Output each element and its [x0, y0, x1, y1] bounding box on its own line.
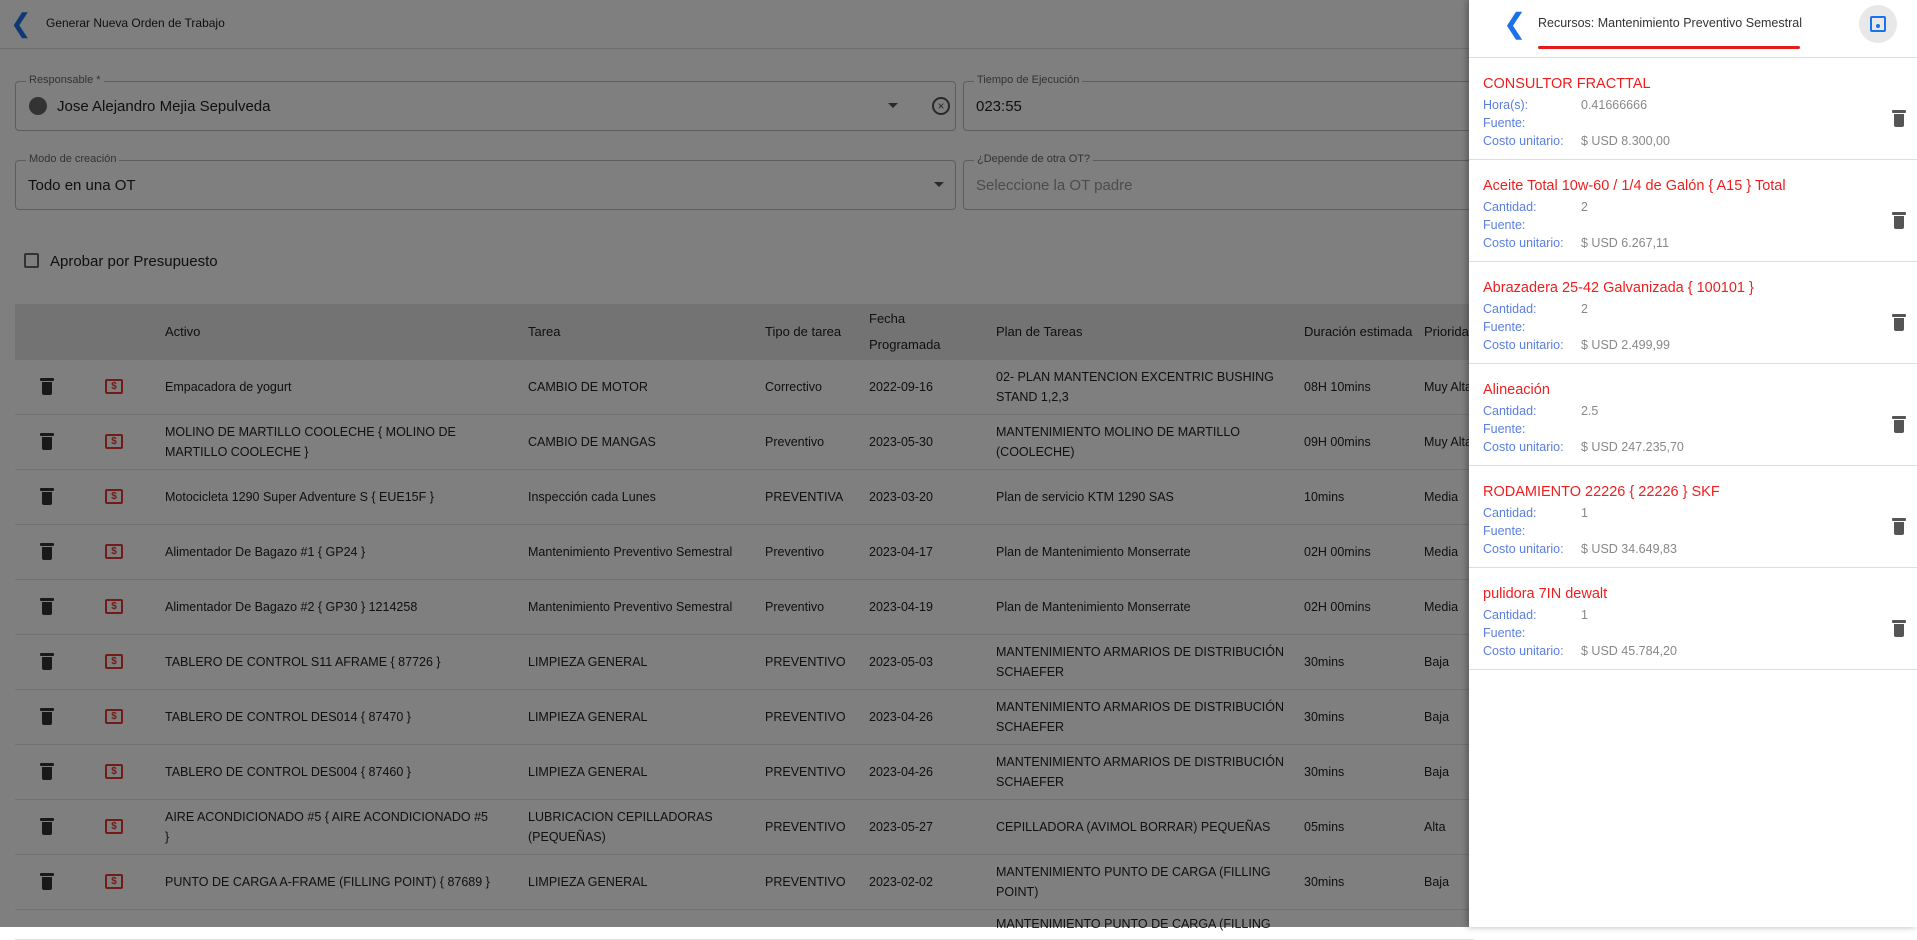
save-icon [1870, 16, 1886, 32]
qty-label: Cantidad: [1483, 506, 1537, 520]
panel-title: Recursos: Mantenimiento Preventivo Semes… [1538, 16, 1803, 30]
delete-resource-icon[interactable] [1892, 110, 1906, 128]
resource-item: RODAMIENTO 22226 { 22226 } SKF Cantidad:… [1469, 466, 1917, 568]
resources-panel: ❮ Recursos: Mantenimiento Preventivo Sem… [1469, 0, 1917, 927]
resource-item: pulidora 7IN dewalt Cantidad: 1 Fuente: … [1469, 568, 1917, 670]
cost-value: $ USD 247.235,70 [1581, 440, 1684, 454]
delete-resource-icon[interactable] [1892, 416, 1906, 434]
resource-name: CONSULTOR FRACTTAL [1483, 76, 1651, 92]
back-arrow-icon[interactable]: ❮ [1503, 8, 1527, 39]
source-label: Fuente: [1483, 218, 1526, 232]
cost-label: Costo unitario: [1483, 338, 1564, 352]
delete-resource-icon[interactable] [1892, 518, 1906, 536]
resource-name: RODAMIENTO 22226 { 22226 } SKF [1483, 484, 1720, 500]
cost-label: Costo unitario: [1483, 440, 1564, 454]
delete-resource-icon[interactable] [1892, 212, 1906, 230]
resource-item: CONSULTOR FRACTTAL Hora(s): 0.41666666 F… [1469, 58, 1917, 160]
qty-label: Cantidad: [1483, 200, 1537, 214]
delete-resource-icon[interactable] [1892, 620, 1906, 638]
source-label: Fuente: [1483, 116, 1526, 130]
resource-item: Abrazadera 25-42 Galvanizada { 100101 } … [1469, 262, 1917, 364]
source-label: Fuente: [1483, 422, 1526, 436]
save-button[interactable] [1859, 5, 1897, 43]
qty-value: 2 [1581, 302, 1588, 316]
divider [1469, 57, 1917, 58]
resource-name: pulidora 7IN dewalt [1483, 586, 1608, 602]
cost-value: $ USD 45.784,20 [1581, 644, 1677, 658]
qty-value: 0.41666666 [1581, 98, 1648, 112]
source-label: Fuente: [1483, 524, 1526, 538]
cost-label: Costo unitario: [1483, 134, 1564, 148]
cost-label: Costo unitario: [1483, 236, 1564, 250]
cost-value: $ USD 8.300,00 [1581, 134, 1670, 148]
modal-backdrop[interactable] [0, 0, 1469, 927]
delete-resource-icon[interactable] [1892, 314, 1906, 332]
qty-value: 1 [1581, 608, 1588, 622]
cost-value: $ USD 2.499,99 [1581, 338, 1670, 352]
qty-label: Cantidad: [1483, 302, 1537, 316]
qty-label: Hora(s): [1483, 98, 1529, 112]
resource-name: Abrazadera 25-42 Galvanizada { 100101 } [1483, 280, 1754, 296]
resource-list: CONSULTOR FRACTTAL Hora(s): 0.41666666 F… [1469, 58, 1917, 670]
resource-name: Aceite Total 10w-60 / 1/4 de Galón { A15… [1483, 178, 1786, 194]
source-label: Fuente: [1483, 320, 1526, 334]
qty-value: 1 [1581, 506, 1588, 520]
qty-label: Cantidad: [1483, 608, 1537, 622]
source-label: Fuente: [1483, 626, 1526, 640]
cost-value: $ USD 6.267,11 [1581, 236, 1670, 250]
cost-label: Costo unitario: [1483, 542, 1564, 556]
cost-value: $ USD 34.649,83 [1581, 542, 1677, 556]
cost-label: Costo unitario: [1483, 644, 1564, 658]
qty-value: 2.5 [1581, 404, 1599, 418]
resource-item: Aceite Total 10w-60 / 1/4 de Galón { A15… [1469, 160, 1917, 262]
resource-item: Alineación Cantidad: 2.5 Fuente: Costo u… [1469, 364, 1917, 466]
qty-label: Cantidad: [1483, 404, 1537, 418]
qty-value: 2 [1581, 200, 1588, 214]
resource-name: Alineación [1483, 382, 1550, 398]
title-underline [1538, 46, 1800, 49]
